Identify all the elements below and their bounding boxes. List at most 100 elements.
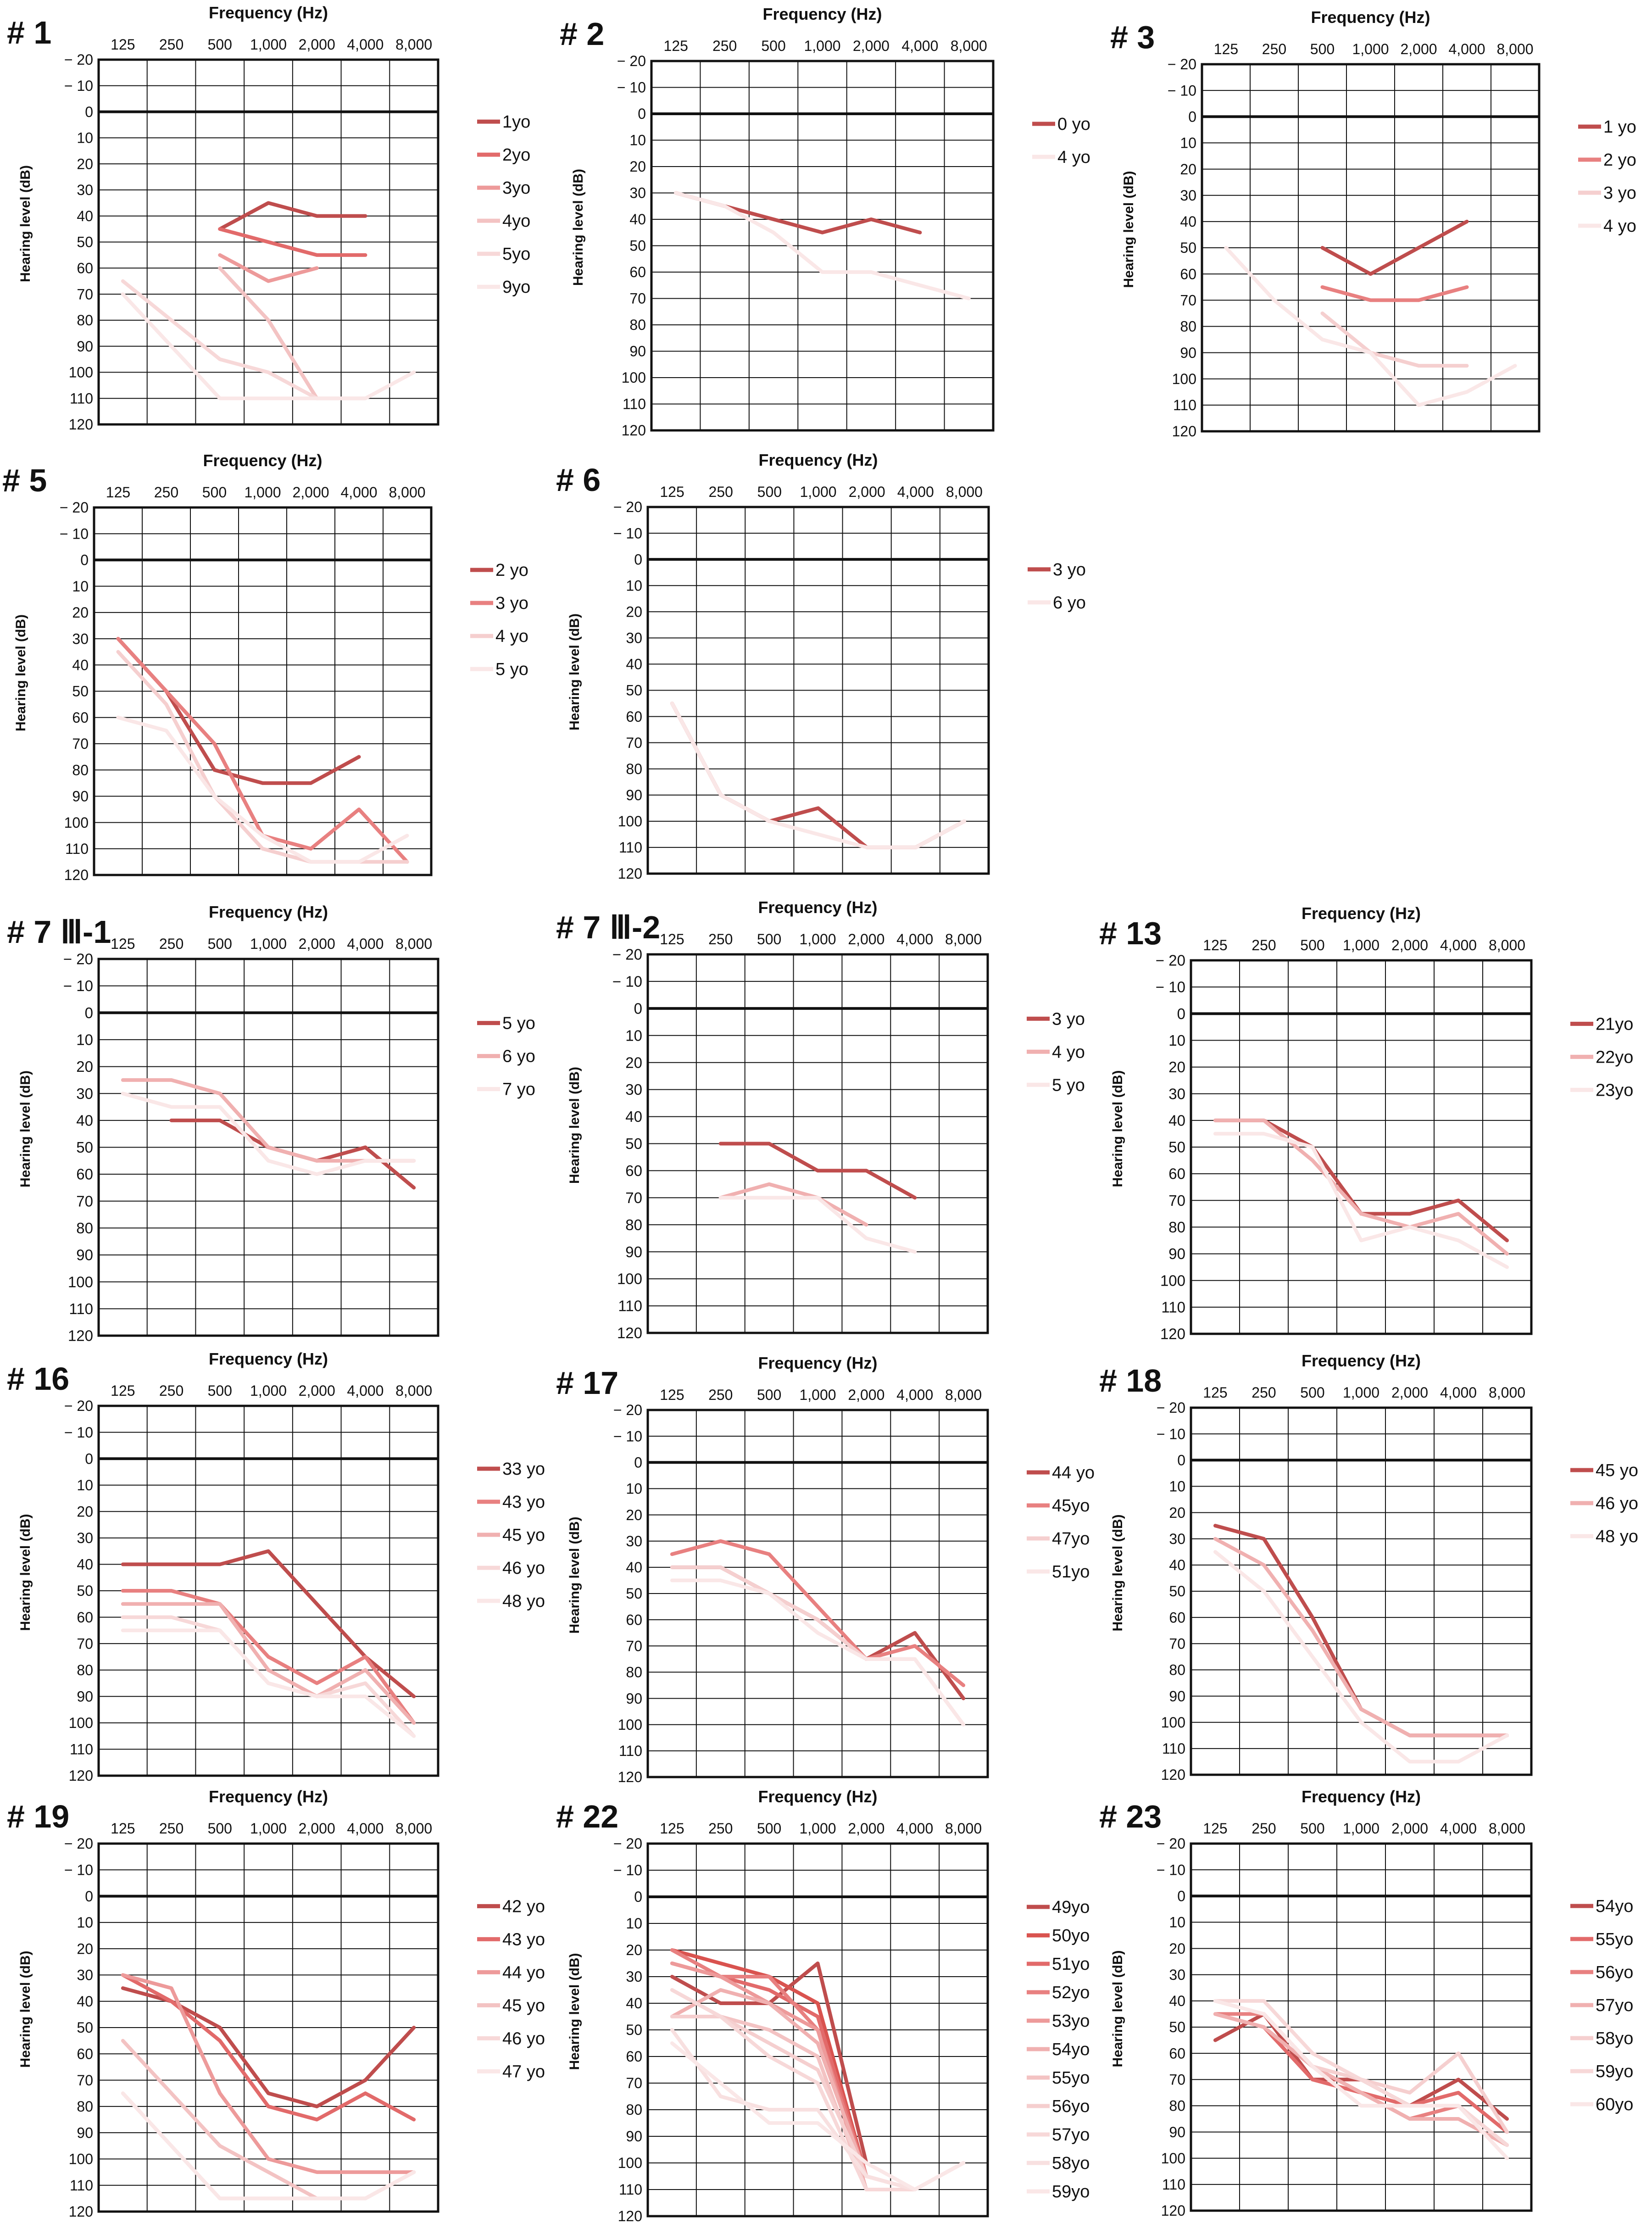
y-tick-label: 20 (1169, 1940, 1185, 1957)
y-tick-label: 40 (625, 1108, 642, 1125)
y-tick-label: 100 (1172, 371, 1196, 387)
legend-label: 59yo (1596, 2062, 1633, 2081)
plot-frame (97, 58, 439, 426)
x-tick-label: 1,000 (1343, 1820, 1379, 1837)
y-axis-title: Hearing level (dB) (1110, 1950, 1125, 2067)
y-tick-label: 110 (619, 2181, 642, 2198)
y-tick-label: 30 (1169, 1531, 1185, 1547)
x-tick-label: 250 (708, 931, 733, 947)
series-line (670, 1578, 966, 1727)
series-line (121, 1589, 416, 1725)
series-line (218, 227, 367, 257)
legend-label: 57yo (1596, 1996, 1633, 2015)
series-line (718, 1196, 917, 1254)
y-tick-label: 120 (69, 416, 93, 433)
legend-label: 56yo (1596, 1963, 1633, 1982)
x-tick-label: 1,000 (250, 1820, 287, 1837)
audiogram-panel: # 19 Frequency (Hz) Hearing level (dB) − 20… (7, 1787, 545, 2220)
y-tick-label: − 20 (1156, 952, 1185, 969)
x-tick-label: 1,000 (250, 36, 287, 53)
panel-label: # 7 Ⅲ-1 (7, 914, 111, 950)
y-tick-label: 20 (626, 1942, 642, 1958)
legend-label: 56yo (1052, 2097, 1090, 2116)
y-tick-label: 0 (634, 551, 642, 568)
x-tick-label: 4,000 (347, 936, 384, 952)
y-tick-label: 90 (1169, 2124, 1185, 2140)
plot-frame (1190, 959, 1533, 1335)
plot-frame (1190, 1406, 1533, 1776)
y-tick-label: 70 (625, 1189, 642, 1206)
x-tick-label: 500 (202, 484, 227, 501)
legend-label: 4 yo (495, 627, 528, 646)
x-tick-label: 8,000 (1489, 1820, 1525, 1837)
x-tick-label: 4,000 (347, 1820, 384, 1837)
y-tick-label: 80 (1168, 1219, 1185, 1236)
series-line (121, 2091, 416, 2201)
plot-frame (646, 1409, 989, 1778)
series-line (121, 2091, 416, 2201)
audiogram-panel: # 5 Frequency (Hz) Hearing level (dB) − 20 −… (2, 451, 528, 883)
series-line (1224, 246, 1517, 407)
y-tick-label: 60 (76, 1166, 93, 1183)
y-tick-label: 40 (72, 657, 89, 673)
x-tick-label: 125 (106, 484, 130, 501)
x-tick-label: 4,000 (340, 484, 377, 501)
x-tick-label: 250 (712, 38, 737, 54)
x-tick-label: 500 (757, 931, 781, 947)
y-tick-label: 120 (64, 867, 89, 883)
x-tick-label: 4,000 (896, 1820, 933, 1837)
x-tick-label: 4,000 (896, 931, 933, 947)
y-tick-label: 20 (72, 604, 89, 621)
y-tick-label: 50 (629, 238, 646, 254)
legend-label: 59yo (1052, 2182, 1090, 2201)
series-line (218, 266, 319, 401)
legend-label: 43 yo (502, 1930, 545, 1949)
x-tick-label: 500 (1300, 1820, 1324, 1837)
y-tick-label: − 10 (617, 79, 646, 96)
x-tick-label: 8,000 (1496, 41, 1533, 57)
legend-label: 54yo (1052, 2040, 1090, 2059)
y-tick-label: − 20 (617, 53, 646, 69)
legend-label: 2 yo (495, 561, 528, 580)
x-tick-label: 250 (159, 36, 184, 53)
legend-label: 58yo (1596, 2029, 1633, 2048)
y-tick-label: 30 (626, 1533, 642, 1549)
y-tick-label: 10 (629, 132, 646, 149)
audiogram-panel: # 16 Frequency (Hz) Hearing level (dB) − 20… (7, 1349, 545, 1784)
y-tick-label: 120 (617, 1325, 642, 1342)
y-tick-label: 120 (1160, 1326, 1185, 1343)
y-tick-label: 60 (629, 264, 646, 280)
y-tick-label: 110 (69, 1300, 93, 1317)
x-tick-label: 4,000 (901, 38, 938, 54)
y-tick-label: 30 (1180, 187, 1196, 204)
x-tick-label: 1,000 (250, 1382, 287, 1399)
legend-label: 46 yo (1596, 1494, 1638, 1513)
y-tick-label: 20 (77, 1503, 93, 1520)
y-tick-label: 120 (618, 865, 642, 882)
y-tick-label: 40 (626, 1559, 642, 1576)
x-tick-label: 125 (660, 1820, 684, 1837)
x-tick-label: 250 (1252, 1384, 1276, 1401)
legend-label: 5yo (502, 245, 530, 264)
legend-label: 46 yo (502, 1559, 545, 1578)
panel-label: # 6 (556, 462, 601, 498)
y-tick-label: 0 (85, 1004, 93, 1021)
series-line (670, 1962, 868, 2165)
audiogram-panel: # 1 Frequency (Hz) Hearing level (dB) − 20 −… (7, 3, 530, 433)
y-axis-title: Hearing level (dB) (571, 169, 586, 286)
series-line (1320, 219, 1469, 276)
x-tick-label: 8,000 (1489, 937, 1525, 953)
y-tick-label: 80 (77, 1662, 93, 1678)
legend-label: 45 yo (1596, 1461, 1638, 1480)
legend-label: 52yo (1052, 1983, 1090, 2002)
y-tick-label: 90 (72, 788, 89, 805)
legend-label: 49yo (1052, 1898, 1090, 1917)
y-tick-label: 60 (1169, 2045, 1185, 2062)
x-tick-label: 2,000 (848, 1387, 884, 1403)
x-tick-label: 250 (1262, 41, 1286, 57)
legend-label: 44 yo (1052, 1463, 1095, 1482)
y-tick-label: 70 (629, 290, 646, 307)
y-axis-title: Hearing level (dB) (13, 614, 28, 731)
y-axis-title: Hearing level (dB) (18, 1950, 33, 2067)
